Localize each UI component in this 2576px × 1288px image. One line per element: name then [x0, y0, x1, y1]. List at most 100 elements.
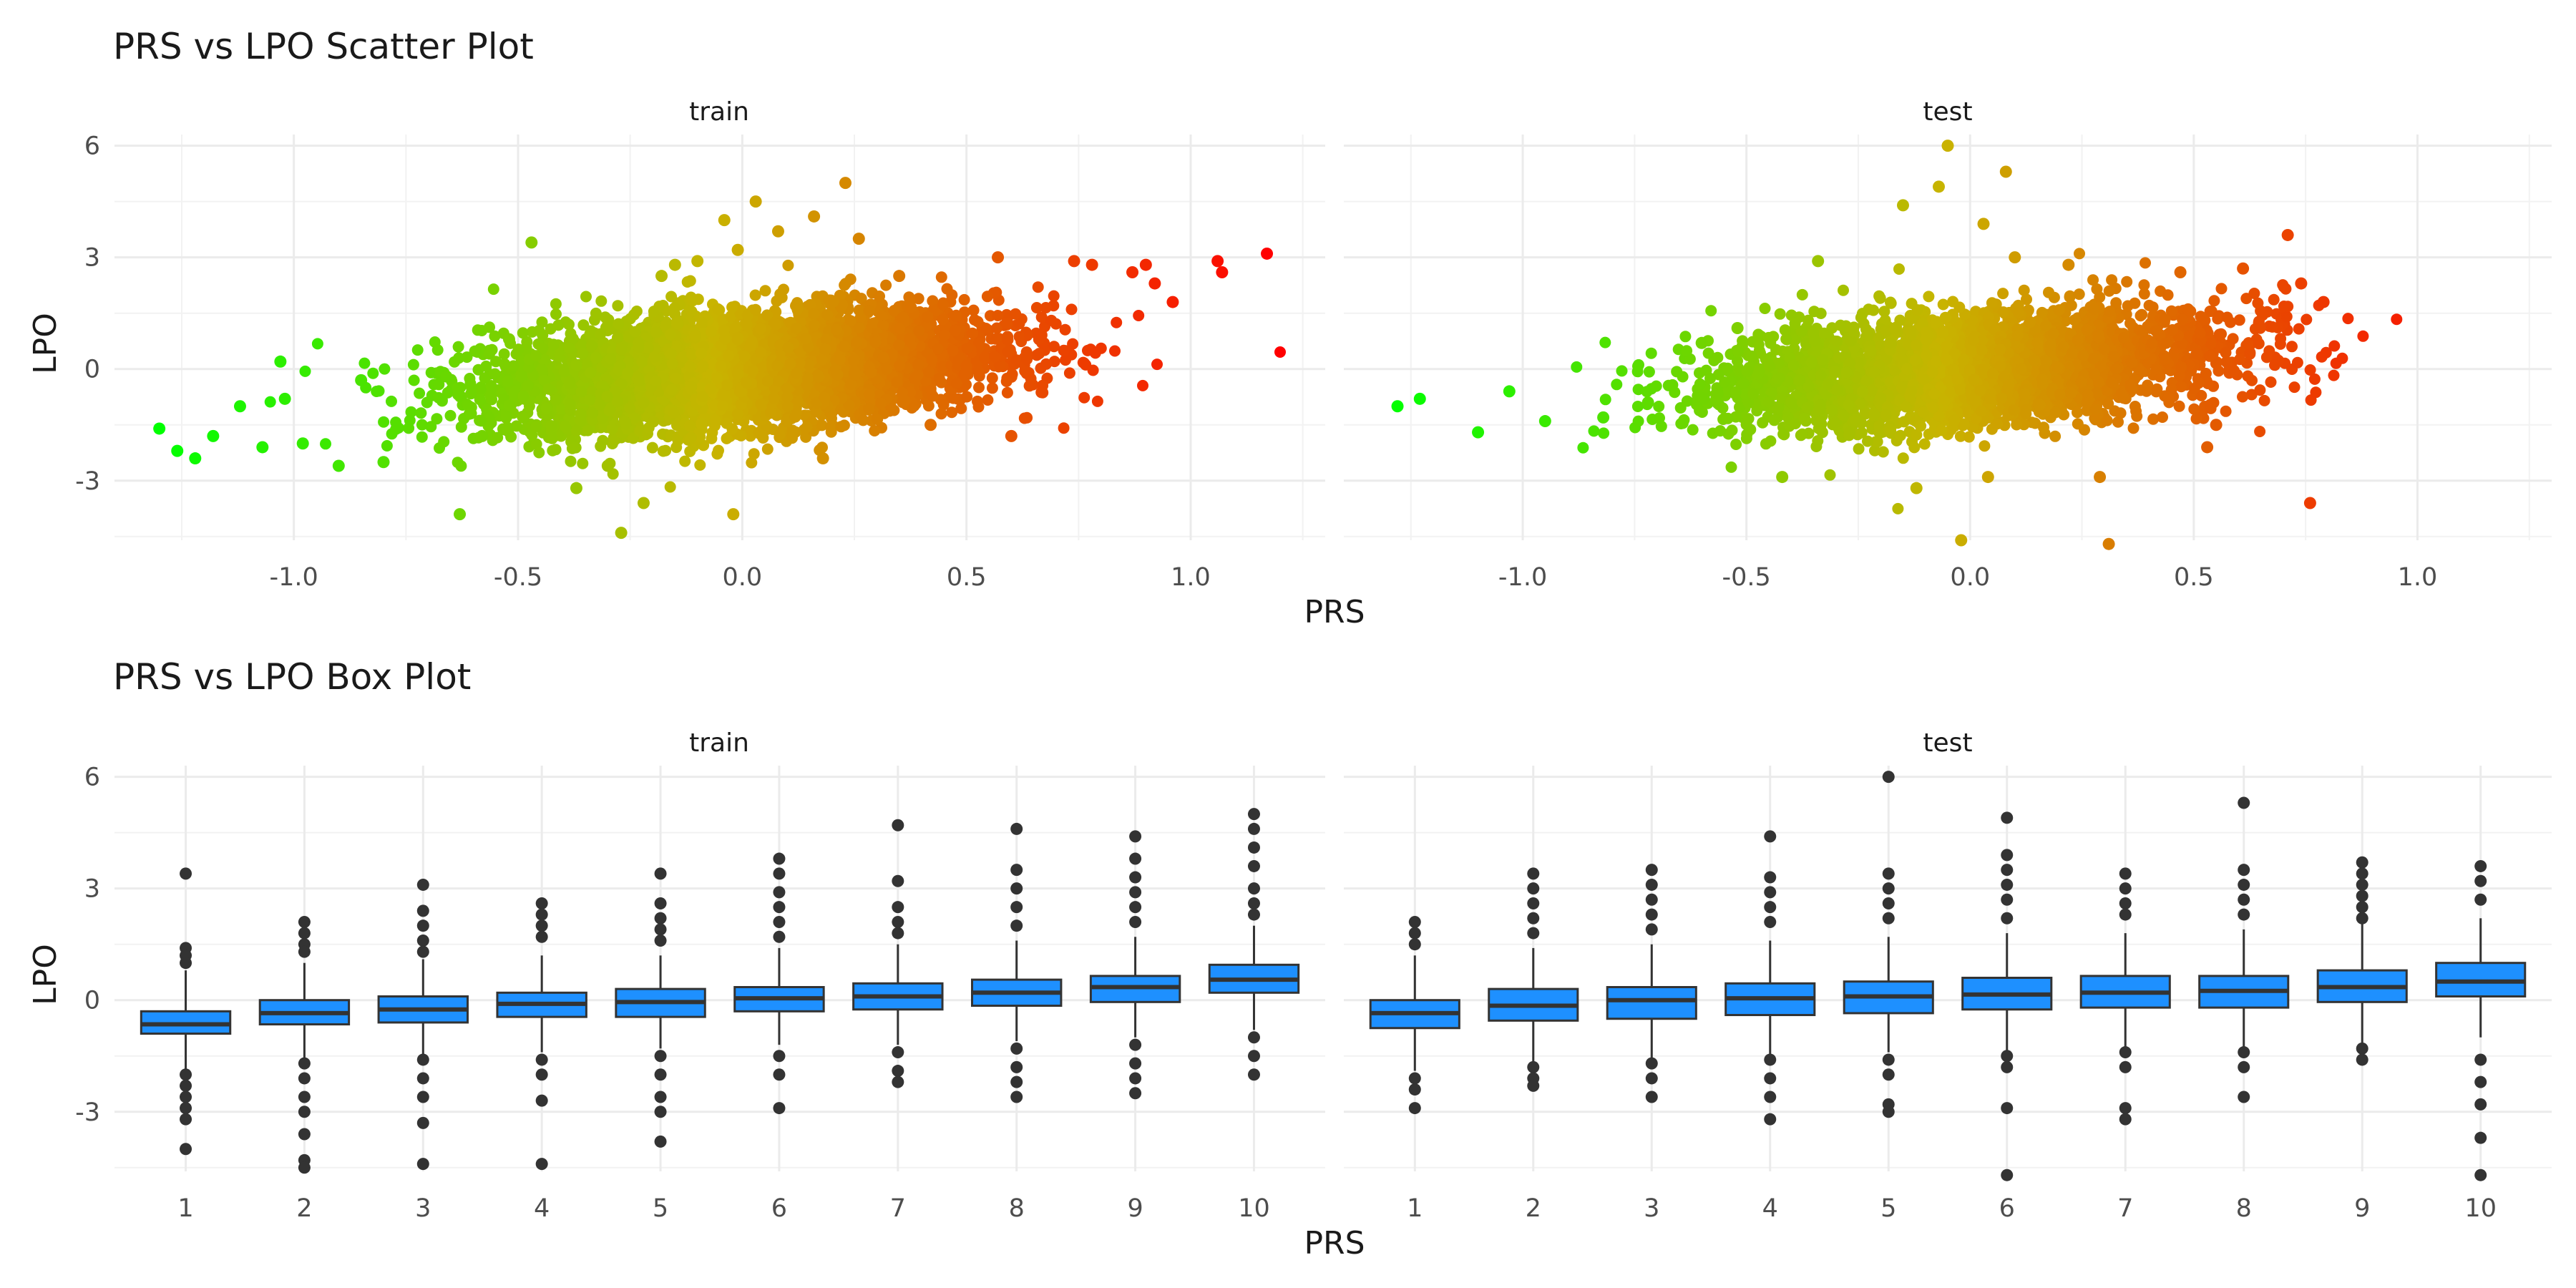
- scatter-point: [747, 389, 759, 400]
- scatter-point: [465, 388, 477, 400]
- scatter-point: [960, 379, 972, 391]
- scatter-point: [972, 316, 984, 328]
- scatter-point: [550, 444, 562, 456]
- scatter-point: [852, 233, 865, 245]
- scatter-point: [765, 406, 776, 419]
- scatter-point: [745, 336, 757, 348]
- scatter-point: [712, 303, 724, 315]
- scatter-point: [801, 421, 813, 433]
- scatter-point: [664, 328, 676, 341]
- scatter-point: [507, 360, 519, 372]
- scatter-point: [1005, 429, 1018, 442]
- scatter-point: [709, 414, 721, 426]
- scatter-point: [452, 382, 464, 394]
- scatter-point: [816, 452, 829, 465]
- scatter-point: [431, 344, 444, 356]
- scatter-point: [1089, 347, 1101, 359]
- scatter-point: [784, 358, 796, 370]
- scatter-point: [924, 419, 937, 431]
- scatter-point: [891, 376, 903, 388]
- scatter-point: [913, 325, 925, 337]
- scatter-point: [577, 348, 589, 360]
- scatter-point: [515, 371, 527, 383]
- scatter-point: [904, 333, 916, 345]
- scatter-point: [539, 354, 551, 366]
- scatter-point: [791, 367, 803, 379]
- scatter-point: [503, 399, 515, 411]
- scatter-point: [1078, 357, 1091, 369]
- scatter-point: [577, 457, 589, 469]
- scatter-point: [320, 438, 331, 450]
- scatter-point: [839, 278, 852, 290]
- scatter-point: [828, 296, 839, 308]
- scatter-point: [869, 425, 881, 436]
- scatter-point: [863, 305, 875, 316]
- scatter-point: [880, 279, 892, 291]
- scatter-point: [1035, 329, 1048, 341]
- scatter-point: [935, 408, 947, 420]
- scatter-point: [893, 270, 906, 283]
- scatter-point: [835, 421, 847, 433]
- scatter-point: [982, 394, 994, 406]
- scatter-point: [461, 351, 473, 364]
- scatter-point: [869, 336, 882, 348]
- scatter-point: [425, 421, 437, 433]
- scatter-point: [937, 298, 949, 311]
- scatter-point: [569, 441, 581, 454]
- scatter-point: [367, 367, 379, 379]
- scatter-point: [962, 342, 973, 354]
- scatter-point: [967, 327, 979, 339]
- scatter-point: [580, 291, 592, 303]
- scatter-point: [153, 422, 166, 435]
- scatter-point: [684, 275, 696, 287]
- scatter-point: [537, 342, 549, 354]
- scatter-point: [499, 358, 511, 370]
- scatter-point: [595, 328, 607, 340]
- scatter-point: [950, 324, 962, 336]
- scatter-point: [1133, 310, 1145, 321]
- scatter-point: [909, 373, 921, 385]
- scatter-point: [979, 352, 991, 364]
- scatter-point: [1058, 422, 1070, 434]
- scatter-point: [615, 527, 628, 540]
- scatter-point: [668, 258, 681, 271]
- scatter-point: [950, 309, 962, 321]
- scatter-point: [808, 308, 820, 320]
- scatter-point: [732, 368, 744, 380]
- scatter-point: [754, 323, 766, 335]
- scatter-point: [444, 409, 457, 421]
- scatter-point: [972, 401, 985, 413]
- scatter-point: [749, 195, 762, 208]
- scatter-point: [926, 353, 938, 366]
- scatter-point: [502, 333, 515, 346]
- scatter-point: [371, 386, 383, 397]
- scatter-point: [717, 400, 729, 412]
- scatter-point: [431, 413, 443, 425]
- scatter-point: [1111, 316, 1123, 328]
- scatter-point: [517, 390, 530, 402]
- scatter-point: [781, 391, 794, 403]
- scatter-point: [475, 381, 487, 393]
- scatter-point: [747, 364, 758, 376]
- scatter-point: [624, 402, 636, 414]
- scatter-point: [830, 323, 842, 336]
- scatter-point: [992, 310, 1004, 321]
- scatter-point: [831, 369, 844, 381]
- scatter-point: [563, 378, 575, 390]
- scatter-point: [542, 383, 555, 395]
- scatter-point: [613, 318, 625, 330]
- scatter-point: [843, 399, 855, 411]
- scatter-title: PRS vs LPO Scatter Plot: [113, 26, 534, 67]
- scatter-point: [1021, 411, 1033, 424]
- scatter-point: [1109, 345, 1121, 357]
- scatter-point: [1068, 255, 1080, 268]
- scatter-point: [668, 407, 680, 419]
- scatter-point: [355, 374, 368, 386]
- scatter-point: [938, 329, 950, 341]
- scatter-point: [612, 331, 623, 343]
- scatter-point: [601, 459, 614, 472]
- scatter-point: [489, 330, 501, 342]
- scatter-point: [696, 317, 708, 329]
- scatter-point: [933, 372, 945, 384]
- scatter-point: [500, 411, 512, 424]
